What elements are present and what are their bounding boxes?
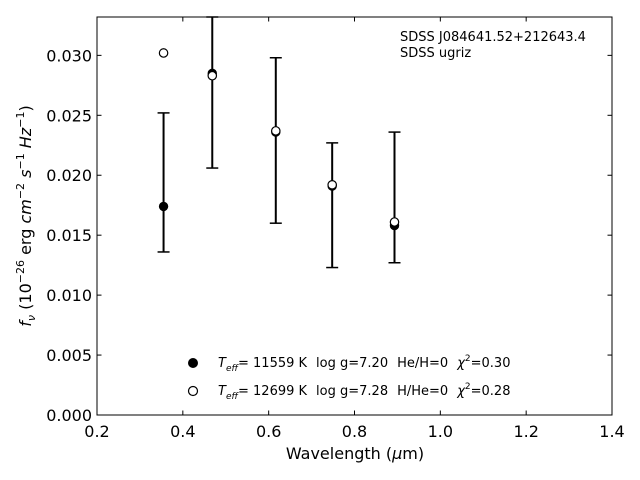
y-tick-label: 0.025: [46, 106, 92, 125]
point-model-open: [389, 217, 400, 227]
legend-marker-open: [187, 385, 199, 397]
x-tick-label: 1.2: [513, 422, 538, 441]
x-tick-label: 0.8: [342, 422, 367, 441]
legend-marker-filled: [188, 358, 198, 368]
y-tick-label: 0.015: [46, 226, 92, 245]
y-tick-label: 0.030: [46, 46, 92, 65]
y-tick-label: 0.010: [46, 286, 92, 305]
point-model-filled: [158, 201, 169, 212]
point-model-open: [207, 70, 218, 81]
annotation-survey: SDSS ugriz: [400, 46, 471, 61]
point-model-open: [270, 126, 281, 136]
y-tick-label: 0.020: [46, 166, 92, 185]
x-tick-label: 0.2: [84, 422, 109, 441]
y-tick-label: 0.005: [46, 346, 92, 365]
y-axis-label: fν (10−26 erg cm−2 s−1 Hz−1): [14, 105, 38, 326]
point-model-open: [158, 48, 169, 58]
y-tick-label: 0.000: [46, 406, 92, 425]
x-axis-label: Wavelength (μm): [286, 444, 424, 463]
x-tick-label: 1.0: [428, 422, 453, 441]
error-bars: [157, 16, 401, 269]
x-axis-ticks: 0.2 0.4 0.6 0.8 1.0 1.2 1.4: [84, 17, 625, 441]
x-tick-label: 0.4: [170, 422, 195, 441]
point-model-open: [327, 180, 337, 190]
annotation-object-name: SDSS J084641.52+212643.4: [400, 30, 586, 45]
x-tick-label: 1.4: [599, 422, 624, 441]
x-tick-label: 0.6: [256, 422, 281, 441]
y-axis-ticks: 0.000 0.005 0.010 0.015 0.020 0.025 0.030: [46, 46, 612, 425]
data-points: [158, 48, 400, 231]
